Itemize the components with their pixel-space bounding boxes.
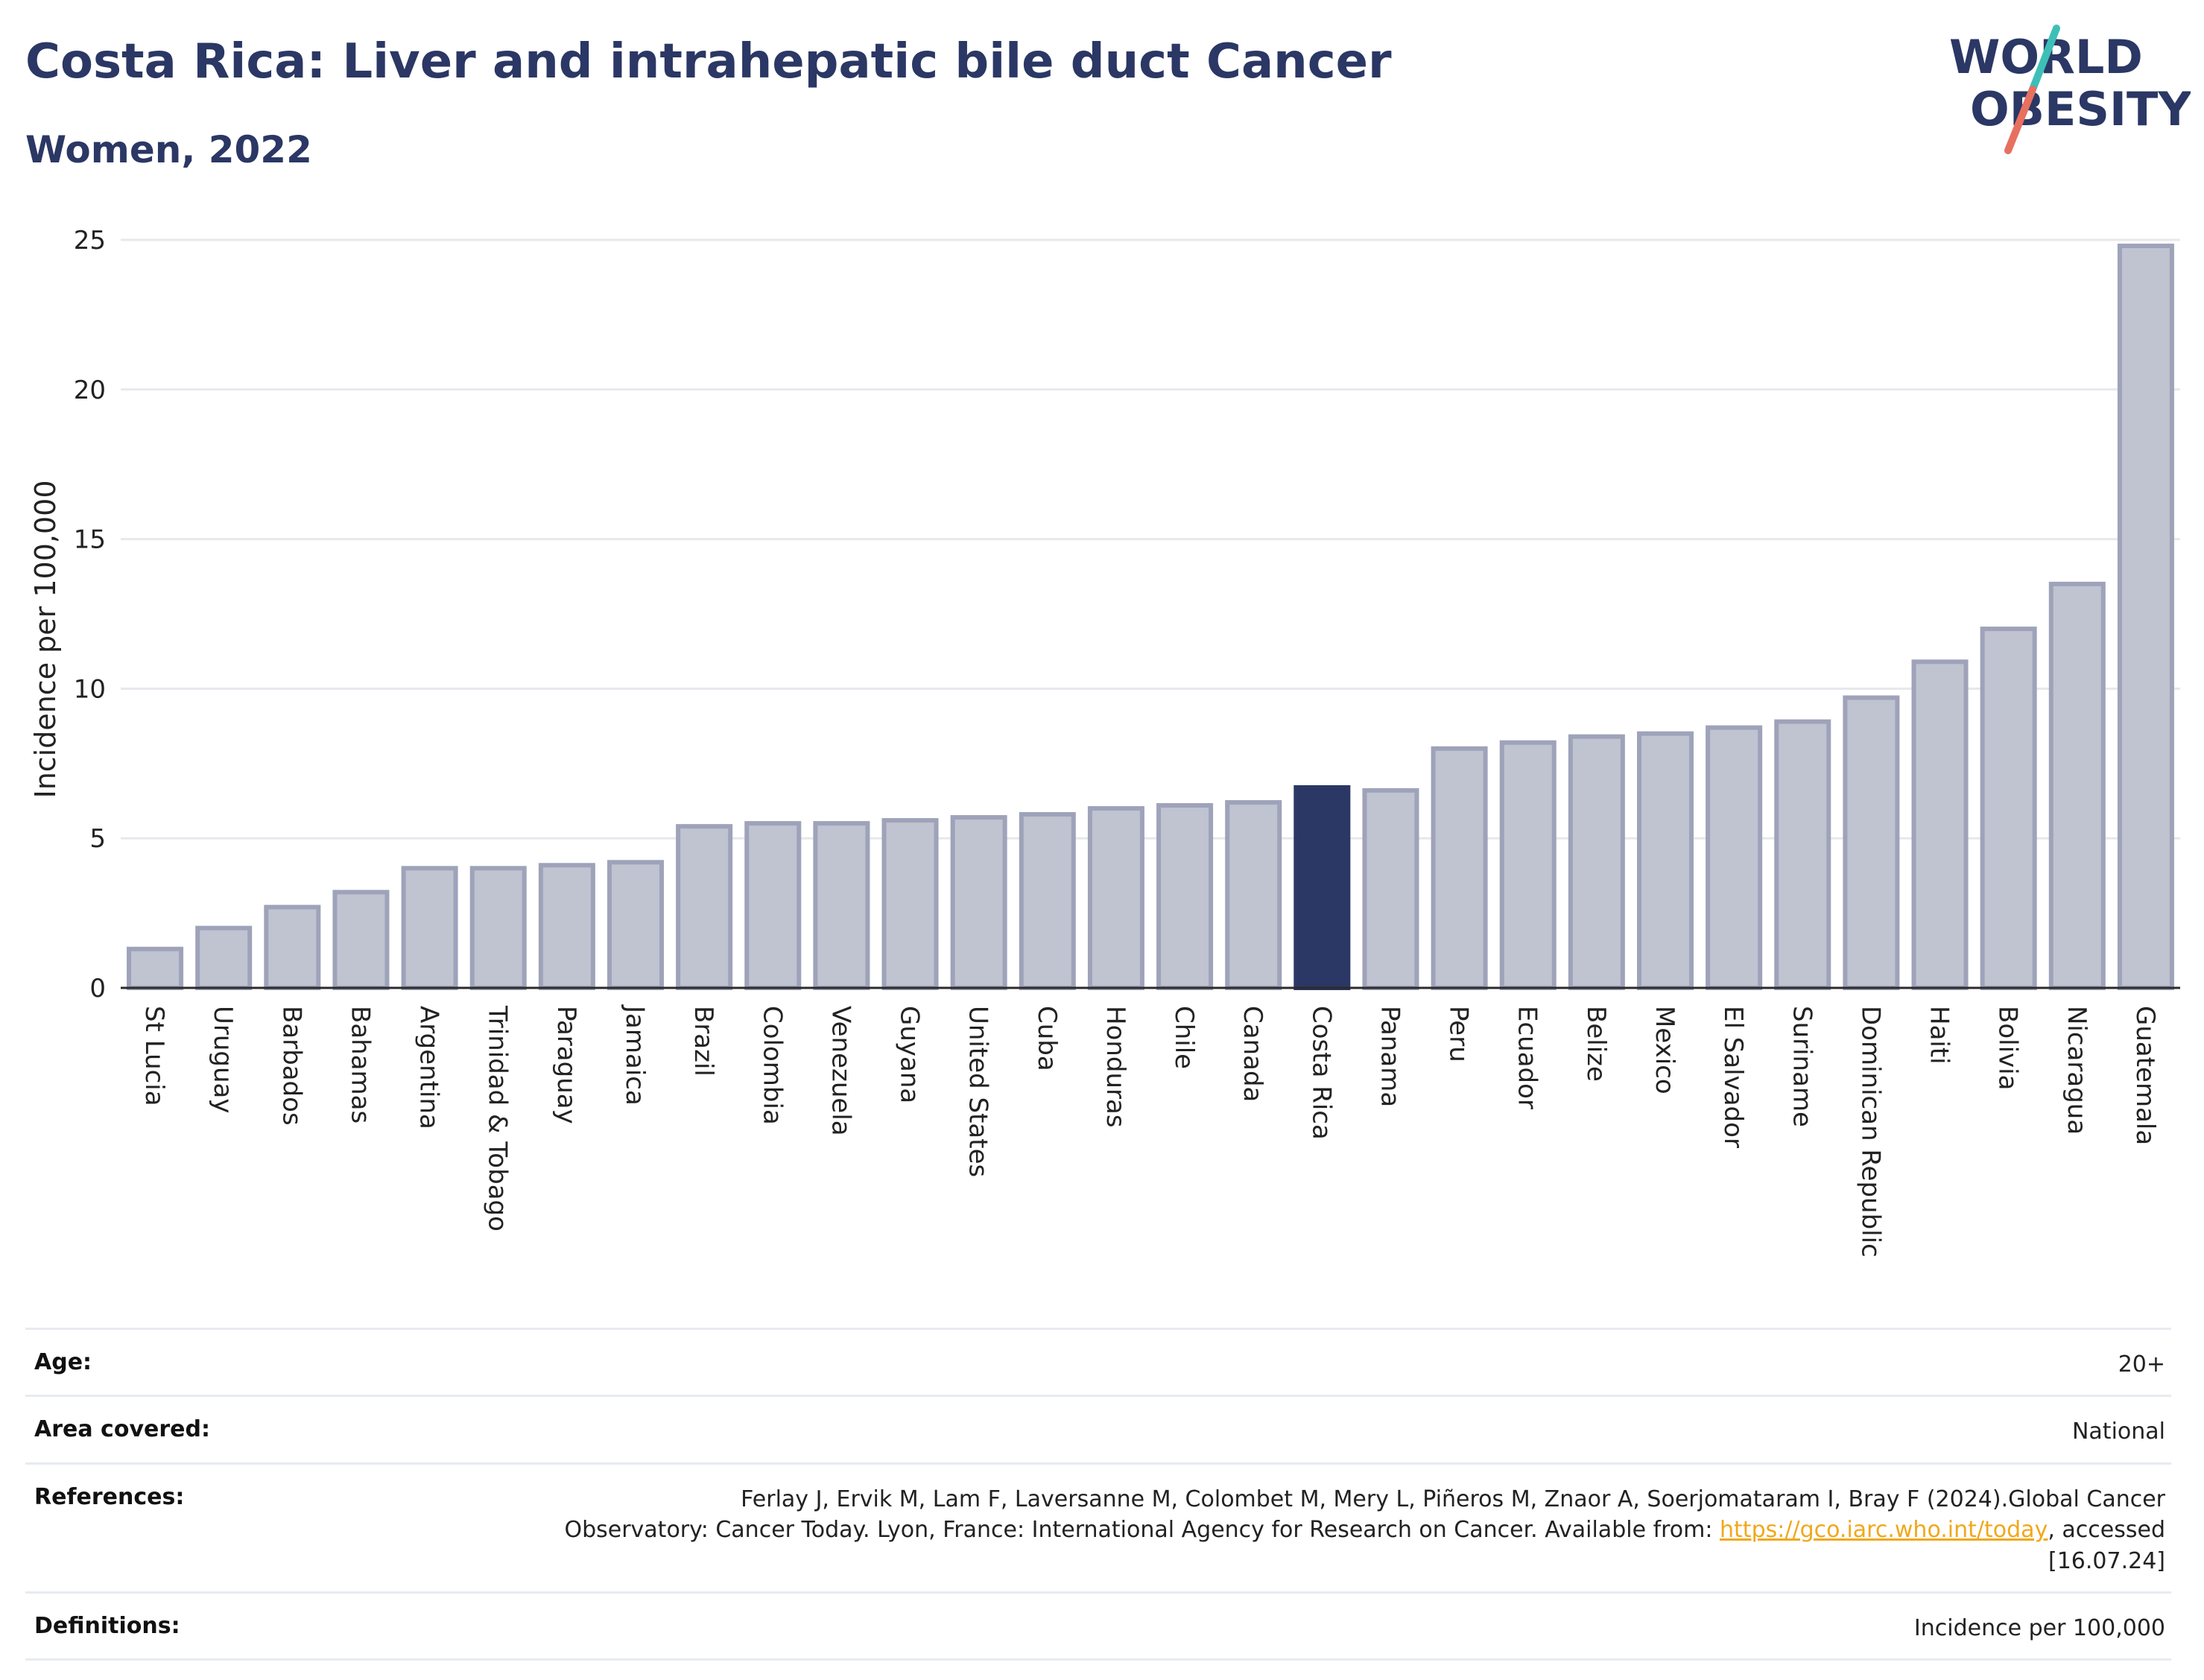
bar [1843, 695, 1900, 990]
bar [1499, 740, 1557, 990]
references-value: Ferlay J, Ervik M, Lam F, Laversanne M, … [452, 1484, 2165, 1576]
y-tick-label: 10 [74, 674, 106, 704]
bar [1636, 731, 1694, 990]
x-tick-label: Guyana [895, 1006, 925, 1103]
definitions-value: Incidence per 100,000 [1913, 1614, 2165, 1641]
x-tick-label: Barbados [276, 1006, 306, 1126]
references-link[interactable]: https://gco.iarc.who.int/today [1720, 1517, 2048, 1544]
bar [1293, 784, 1351, 990]
bar [1911, 659, 1969, 990]
references-text-3: , accessed [16.07.24] [2048, 1517, 2165, 1574]
x-tick-label: Guatemala [2130, 1006, 2160, 1145]
info-row-age: Age: 20+ [25, 1328, 2171, 1395]
area-value: National [2071, 1419, 2165, 1445]
x-tick-label: Mexico [1650, 1006, 1679, 1094]
bar [127, 946, 184, 990]
x-tick-label: Panama [1375, 1006, 1405, 1107]
info-row-area: Area covered: National [25, 1395, 2171, 1462]
bar [1774, 719, 1831, 990]
x-tick-label: Bolivia [1993, 1006, 2023, 1090]
x-tick-label: Trinidad & Tobago [483, 1005, 513, 1232]
x-tick-label: Chile [1169, 1006, 1199, 1069]
bar [1225, 800, 1282, 991]
bar [1362, 787, 1419, 990]
x-tick-label: Honduras [1101, 1006, 1130, 1128]
bar [1087, 806, 1144, 991]
x-tick-label: Jamaica [620, 1004, 650, 1106]
x-tick-label: Canada [1238, 1006, 1267, 1102]
bar [2117, 244, 2174, 991]
x-tick-label: Colombia [757, 1006, 787, 1125]
bar [744, 821, 802, 990]
x-tick-label: Suriname [1787, 1006, 1817, 1127]
bar [469, 866, 527, 990]
y-axis-label: Incidence per 100,000 [29, 480, 62, 798]
x-tick-label: Argentina [414, 1006, 444, 1129]
bar [1980, 627, 2037, 991]
x-tick-label: Venezuela [826, 1006, 855, 1136]
x-tick-label: Nicaragua [2062, 1006, 2091, 1135]
y-tick-label: 25 [74, 226, 106, 256]
bar [676, 824, 733, 990]
x-tick-label: Dominican Republic [1855, 1006, 1885, 1258]
bar [538, 863, 595, 990]
bar [1431, 746, 1488, 990]
world-obesity-logo: WORLD OBESITY [1949, 25, 2191, 154]
x-tick-label: Haiti [1925, 1006, 1954, 1065]
info-row-definitions: Definitions: Incidence per 100,000 [25, 1591, 2171, 1661]
bar [1706, 725, 1763, 990]
logo-text-obesity: OBESITY [1970, 82, 2191, 136]
info-row-references: References: Ferlay J, Ervik M, Lam F, La… [25, 1462, 2171, 1591]
bar [813, 821, 870, 990]
x-tick-label: Uruguay [208, 1006, 238, 1114]
x-tick-label: St Lucia [139, 1006, 169, 1106]
logo-slash-teal [2029, 25, 2060, 93]
x-tick-label: Cuba [1032, 1006, 1062, 1071]
bar [950, 815, 1007, 991]
x-tick-label: Paraguay [551, 1006, 581, 1124]
bar [332, 890, 390, 991]
references-text-1: Ferlay J, Ervik M, Lam F, Laversanne M, … [741, 1486, 2165, 1512]
x-tick-label: Bahamas [345, 1006, 375, 1123]
x-tick-label: Costa Rica [1306, 1006, 1336, 1140]
x-tick-label: Brazil [688, 1006, 718, 1077]
y-tick-label: 5 [89, 824, 106, 854]
y-tick-label: 0 [89, 974, 106, 1004]
area-label: Area covered: [34, 1416, 210, 1443]
x-tick-label: United States [963, 1006, 993, 1177]
references-label: References: [34, 1483, 185, 1510]
bar [607, 860, 665, 990]
bar [1156, 803, 1214, 991]
age-label: Age: [34, 1349, 92, 1375]
age-value: 20+ [2118, 1351, 2165, 1378]
y-tick-label: 15 [74, 525, 106, 555]
bar [264, 904, 321, 990]
bar [881, 818, 939, 990]
x-tick-label: Belize [1581, 1006, 1611, 1082]
references-text-2: Observatory: Cancer Today. Lyon, France:… [564, 1517, 1720, 1544]
bar [401, 866, 458, 990]
logo-slash-coral [2004, 86, 2036, 154]
x-tick-label: El Salvador [1718, 1006, 1748, 1148]
chart-title: Costa Rica: Liver and intrahepatic bile … [25, 34, 1392, 89]
bar [195, 925, 253, 991]
x-tick-label: Peru [1444, 1006, 1474, 1062]
info-table: Age: 20+ Area covered: National Referenc… [25, 1328, 2171, 1661]
definitions-label: Definitions: [34, 1612, 180, 1639]
y-tick-label: 20 [74, 375, 106, 405]
bar [1019, 812, 1076, 991]
bar-chart: 0 5 10 15 20 25 Incidence per 100,000 St Lucia U… [29, 226, 2180, 1258]
x-tick-label: Ecuador [1513, 1006, 1542, 1109]
bar [2048, 581, 2106, 990]
bar [1568, 734, 1625, 990]
chart-subtitle: Women, 2022 [25, 128, 312, 171]
